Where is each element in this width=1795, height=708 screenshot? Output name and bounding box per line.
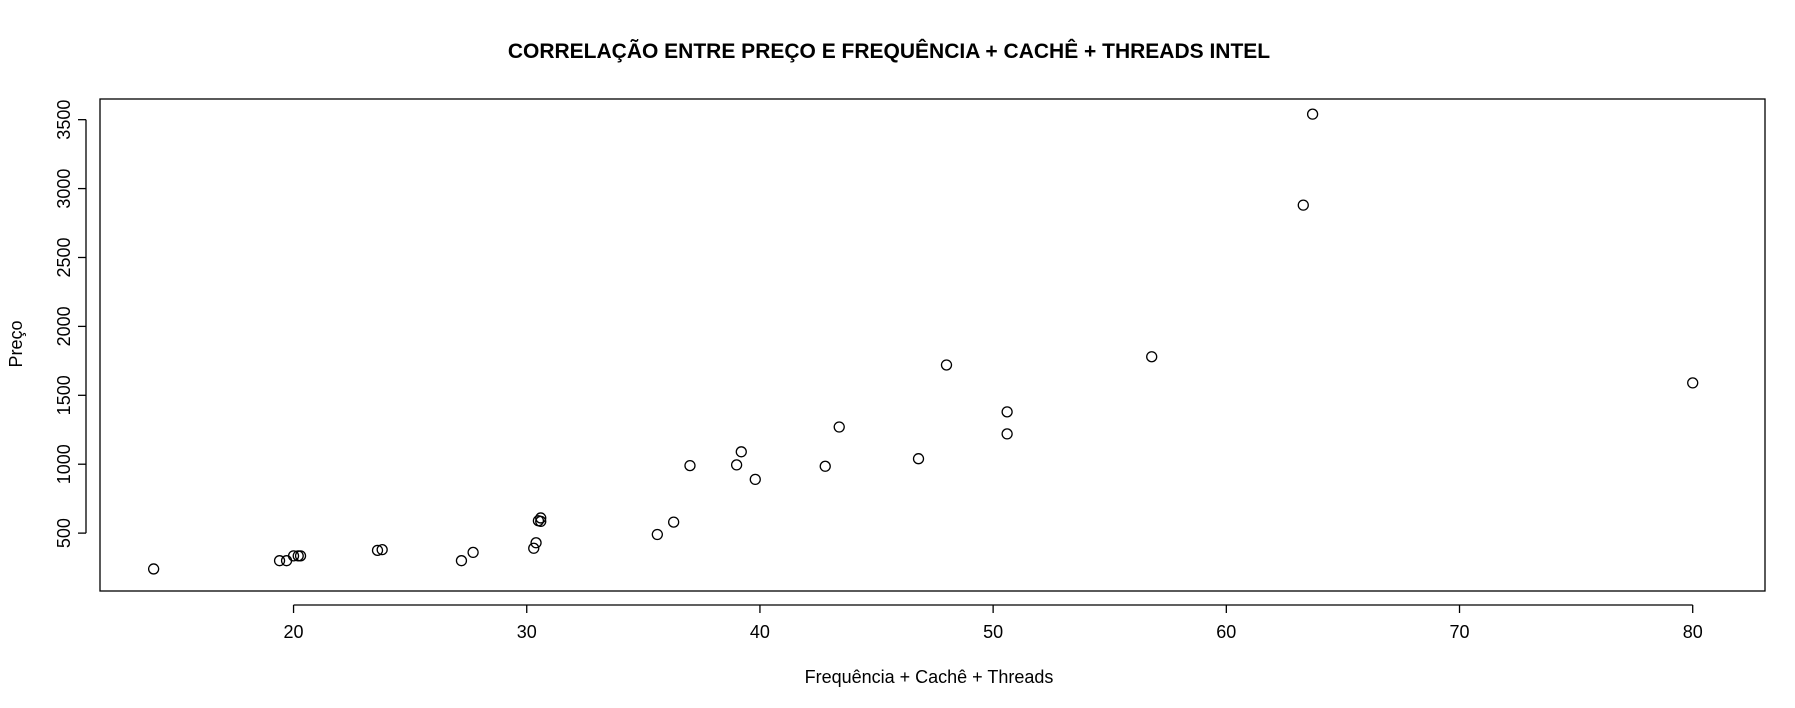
y-tick-label: 500	[54, 518, 74, 548]
data-point	[535, 515, 547, 528]
y-tick-label: 2000	[54, 306, 74, 346]
y-tick-label: 1500	[54, 375, 74, 415]
data-point	[287, 550, 300, 562]
y-tick-label: 2500	[54, 237, 74, 277]
x-tick-label: 80	[1683, 622, 1703, 642]
data-point	[294, 550, 307, 562]
data-point	[940, 359, 953, 371]
data-point	[1001, 428, 1013, 440]
data-point	[530, 537, 542, 549]
x-tick-label: 30	[517, 622, 537, 642]
data-point	[1297, 199, 1309, 211]
y-tick-label: 3000	[54, 169, 74, 209]
data-point	[833, 421, 845, 433]
data-point	[147, 563, 160, 575]
data-point	[467, 546, 479, 559]
data-point	[273, 555, 286, 567]
plot-frame	[99, 98, 1766, 592]
data-point	[684, 459, 696, 472]
y-tick-label: 1000	[54, 444, 74, 484]
y-axis: 500 1000 1500 2000 2500 3000 3500	[54, 100, 87, 548]
x-tick-label: 40	[750, 622, 770, 642]
data-point	[1306, 108, 1319, 120]
data-point	[371, 544, 384, 556]
data-point	[1001, 406, 1013, 418]
data-point	[376, 544, 388, 556]
data-point	[912, 453, 925, 465]
data-point	[749, 473, 761, 486]
data-point	[455, 555, 468, 567]
data-point	[1687, 377, 1699, 389]
x-tick-label: 20	[284, 622, 304, 642]
data-points	[147, 108, 1699, 575]
x-tick-label: 50	[983, 622, 1003, 642]
data-point	[528, 542, 540, 554]
y-axis-label: Preço	[6, 320, 26, 367]
data-point	[668, 516, 680, 528]
data-point	[535, 512, 547, 524]
x-axis: 20 30 40 50 60 70 80	[284, 604, 1703, 642]
data-point	[730, 459, 743, 471]
chart-title: CORRELAÇÃO ENTRE PREÇO E FREQUÊNCIA + CA…	[508, 39, 1270, 63]
data-point	[735, 446, 747, 458]
x-tick-label: 70	[1450, 622, 1470, 642]
data-point	[1146, 351, 1158, 363]
data-point	[819, 460, 831, 472]
data-point	[280, 555, 293, 567]
data-point	[651, 528, 663, 541]
x-axis-label: Frequência + Cachê + Threads	[805, 667, 1054, 687]
x-tick-label: 60	[1216, 622, 1236, 642]
y-tick-label: 3500	[54, 100, 74, 140]
